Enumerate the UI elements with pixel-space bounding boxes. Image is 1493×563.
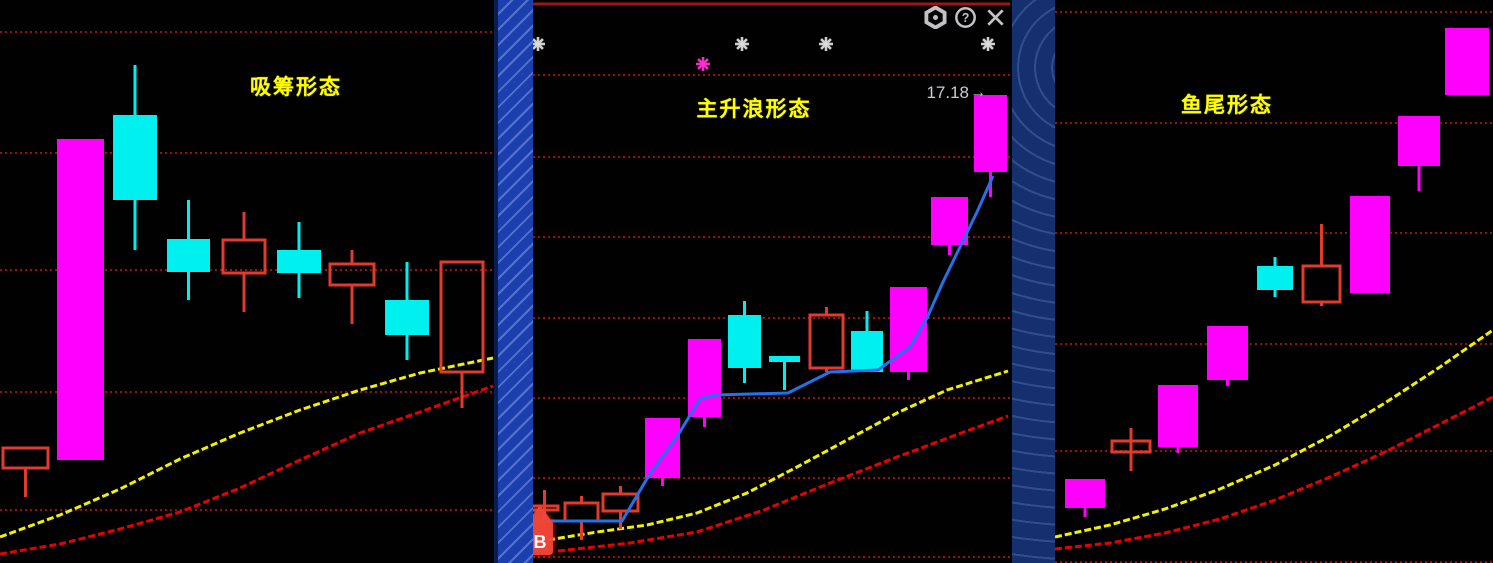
candlestick-chart: B <box>533 2 1010 558</box>
help-icon[interactable]: ? <box>954 6 977 29</box>
last-price-value: 17.18 <box>926 83 969 102</box>
desktop-wallpaper-strip <box>1010 0 1055 563</box>
pattern-title: 鱼尾形态 <box>1181 94 1273 117</box>
pattern-title: 吸筹形态 <box>250 76 342 99</box>
pattern-title: 主升浪形态 <box>696 98 812 121</box>
svg-text:B: B <box>534 532 547 552</box>
candlestick-chart <box>0 31 494 556</box>
last-price-label: 17.18 → <box>926 83 986 103</box>
close-icon[interactable] <box>984 6 1007 29</box>
settings-icon[interactable] <box>924 6 947 29</box>
candlestick-chart <box>1055 11 1493 563</box>
chart-panel-main-rising-wave: B 主升浪形态 17.18 → ? <box>533 0 1010 563</box>
right-arrow-icon: → <box>970 84 986 101</box>
desktop-wallpaper-strip <box>494 0 533 563</box>
window-controls: ? <box>924 6 1007 29</box>
svg-text:?: ? <box>962 11 970 25</box>
chart-panel-fish-tail: 鱼尾形态 <box>1055 0 1493 563</box>
chart-panel-accumulation: 吸筹形态 <box>0 0 494 563</box>
